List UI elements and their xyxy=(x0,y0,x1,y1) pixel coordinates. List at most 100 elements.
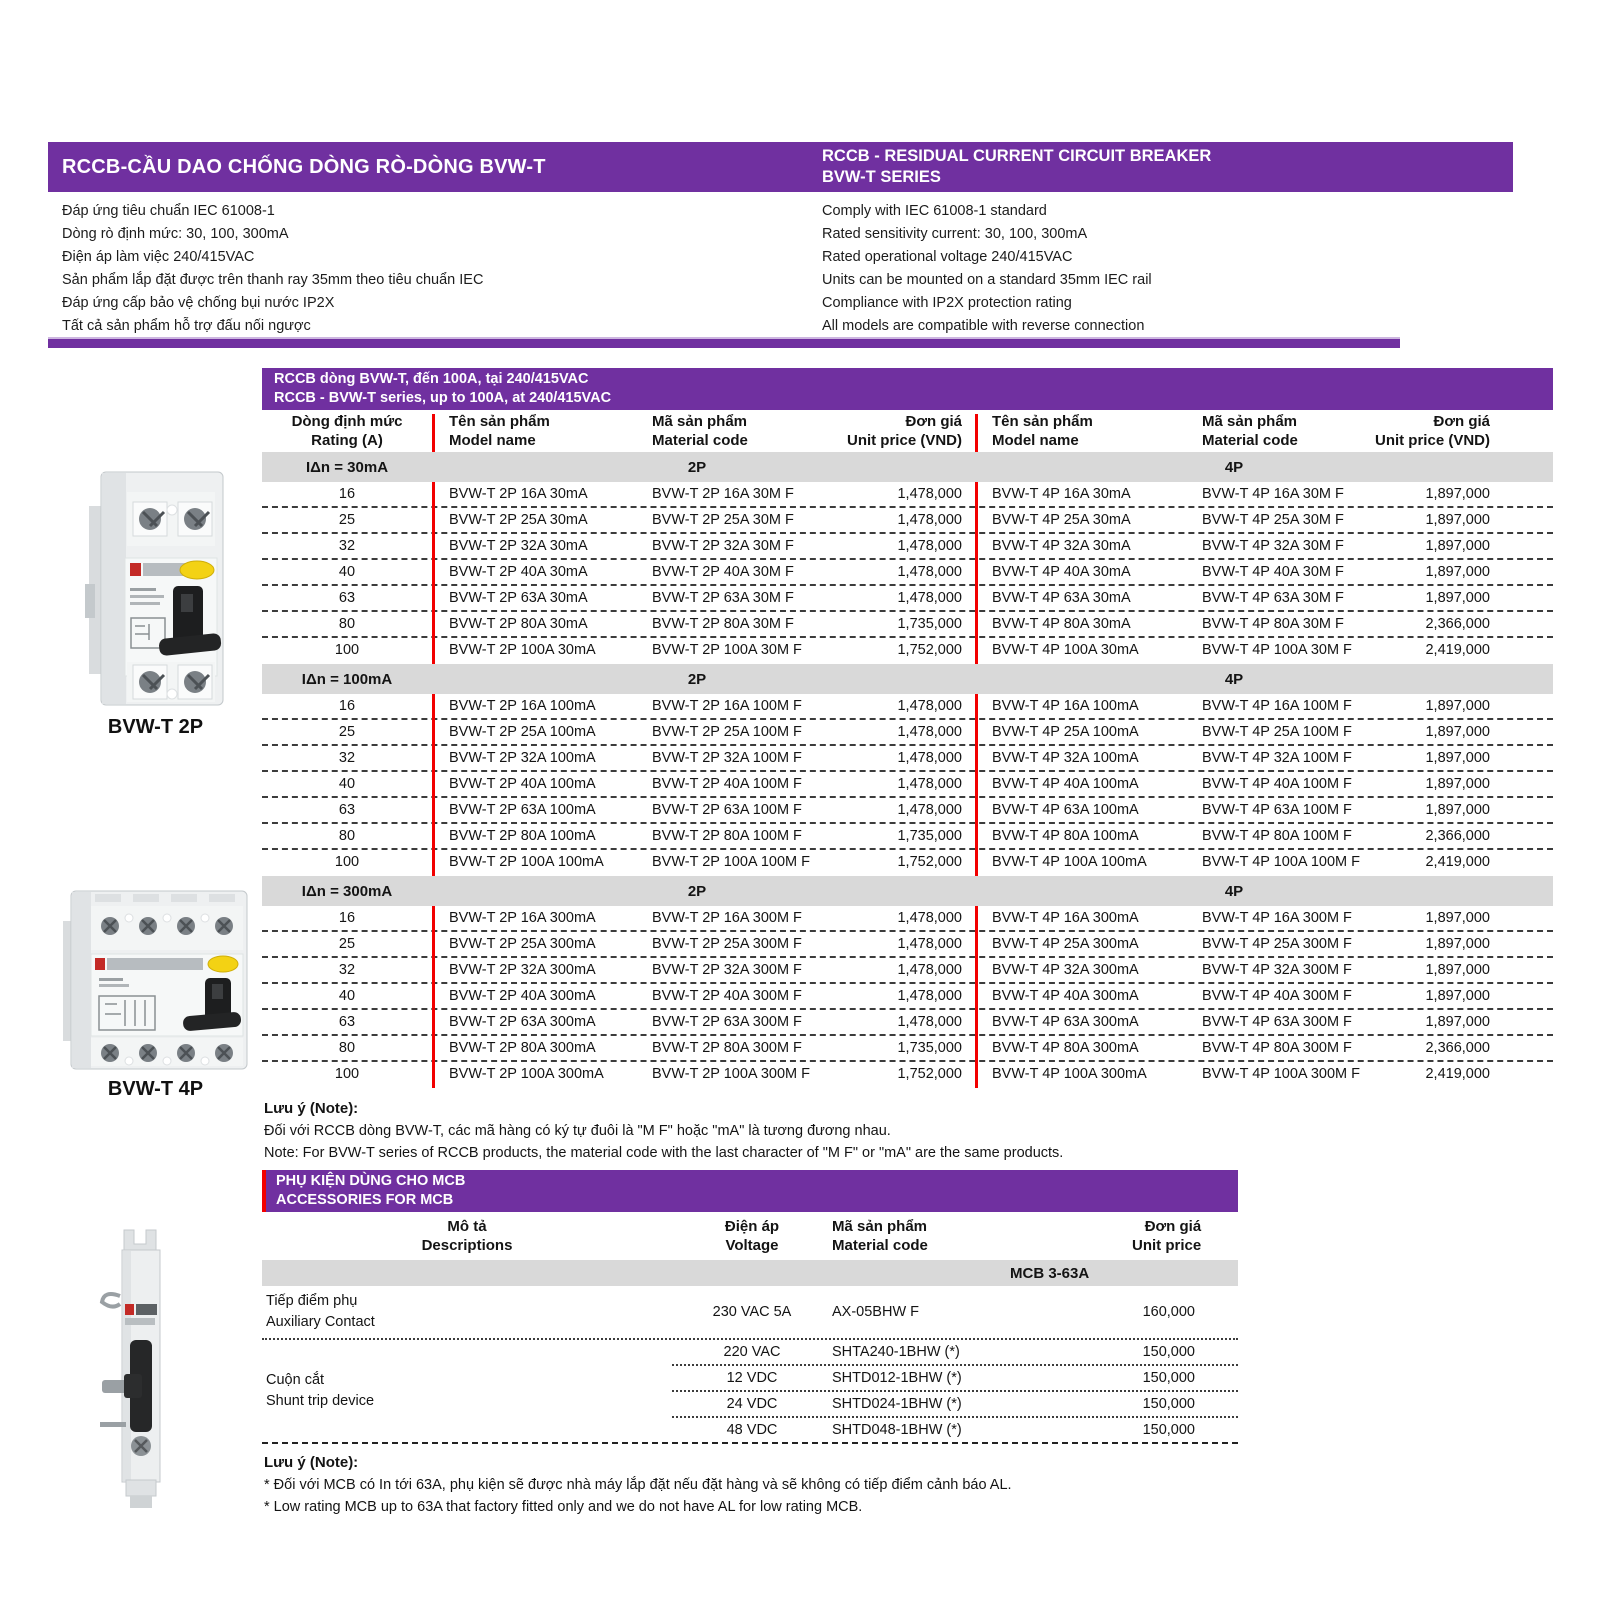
rows-block: 16 BVW-T 2P 16A 300mA BVW-T 2P 16A 300M … xyxy=(262,906,1553,1088)
col-header-material-code: Mã sản phẩm Material code xyxy=(832,1218,928,1254)
cell-model-4p: BVW-T 4P 100A 100mA xyxy=(992,854,1147,870)
cell-model-4p: BVW-T 4P 100A 300mA xyxy=(992,1066,1147,1082)
cell-code-2p: BVW-T 2P 32A 30M F xyxy=(652,538,794,554)
cell-material-code: AX-05BHW F xyxy=(832,1304,920,1320)
accessory-row: 48 VDC SHTD048-1BHW (*) 150,000 xyxy=(672,1416,1238,1442)
section-4p-label: 4P xyxy=(1224,458,1244,476)
feature-item: Đáp ứng tiêu chuẩn IEC 61008-1 xyxy=(62,203,275,219)
page-title-vi: RCCB-CẦU DAO CHỐNG DÒNG RÒ-DÒNG BVW-T xyxy=(62,155,546,178)
cell-price-2p: 1,752,000 xyxy=(897,1066,962,1082)
accessory-description: Tiếp điểm phụ Auxiliary Contact xyxy=(266,1293,375,1330)
cell-code-4p: BVW-T 4P 40A 300M F xyxy=(1202,988,1352,1004)
cell-model-4p: BVW-T 4P 100A 30mA xyxy=(992,642,1139,658)
feature-item: Compliance with IP2X protection rating xyxy=(822,295,1072,311)
cell-model-4p: BVW-T 4P 63A 30mA xyxy=(992,590,1131,606)
cell-model-4p: BVW-T 4P 32A 100mA xyxy=(992,750,1139,766)
cell-model-4p: BVW-T 4P 25A 100mA xyxy=(992,724,1139,740)
cell-price-2p: 1,478,000 xyxy=(897,988,962,1004)
note-line-en: Note: For BVW-T series of RCCB products,… xyxy=(264,1145,1064,1161)
product-image-bvw-t-4p xyxy=(55,886,255,1081)
cell-model-4p: BVW-T 4P 16A 100mA xyxy=(992,698,1139,714)
cell-model-2p: BVW-T 2P 16A 30mA xyxy=(449,486,588,502)
cell-code-4p: BVW-T 4P 80A 30M F xyxy=(1202,616,1344,632)
cell-model-2p: BVW-T 2P 100A 300mA xyxy=(449,1066,604,1082)
cell-material-code: SHTD048-1BHW (*) xyxy=(832,1422,962,1438)
accessory-row: 230 VAC 5A AX-05BHW F 160,000 xyxy=(672,1286,1238,1338)
cell-code-2p: BVW-T 2P 63A 30M F xyxy=(652,590,794,606)
cell-price-4p: 1,897,000 xyxy=(1425,910,1490,926)
feature-item: Tất cả sản phẩm hỗ trợ đấu nối ngược xyxy=(62,318,311,334)
table-row: 25 BVW-T 2P 25A 30mA BVW-T 2P 25A 30M F … xyxy=(262,508,1553,534)
cell-price-2p: 1,735,000 xyxy=(897,616,962,632)
table-row: 63 BVW-T 2P 63A 300mA BVW-T 2P 63A 300M … xyxy=(262,1010,1553,1036)
cell-price-2p: 1,478,000 xyxy=(897,802,962,818)
cell-model-4p: BVW-T 4P 80A 30mA xyxy=(992,616,1131,632)
cell-code-2p: BVW-T 2P 25A 30M F xyxy=(652,512,794,528)
cell-rating: 63 xyxy=(338,802,356,818)
red-divider xyxy=(975,694,978,876)
cell-model-2p: BVW-T 2P 100A 100mA xyxy=(449,854,604,870)
section-2p-label: 2P xyxy=(687,882,707,900)
cell-model-4p: BVW-T 4P 16A 300mA xyxy=(992,910,1139,926)
acc-table-body: Tiếp điểm phụ Auxiliary Contact 230 VAC … xyxy=(262,1286,1238,1444)
cell-model-2p: BVW-T 2P 63A 100mA xyxy=(449,802,596,818)
cell-price-2p: 1,478,000 xyxy=(897,564,962,580)
feature-item: Rated sensitivity current: 30, 100, 300m… xyxy=(822,226,1088,242)
col-header-rating: Dòng định mức Rating (A) xyxy=(291,413,403,449)
cell-material-code: SHTD024-1BHW (*) xyxy=(832,1396,962,1412)
cell-code-4p: BVW-T 4P 32A 30M F xyxy=(1202,538,1344,554)
accessory-description: Cuộn cắt Shunt trip device xyxy=(266,1372,375,1409)
accessory-row: 220 VAC SHTA240-1BHW (*) 150,000 xyxy=(672,1340,1238,1364)
cell-price-4p: 2,419,000 xyxy=(1425,642,1490,658)
cell-price-2p: 1,735,000 xyxy=(897,1040,962,1056)
col-header-price-4p: Đơn giá Unit price (VND) xyxy=(1374,413,1490,449)
table-row: 25 BVW-T 2P 25A 100mA BVW-T 2P 25A 100M … xyxy=(262,720,1553,746)
cell-code-4p: BVW-T 4P 80A 300M F xyxy=(1202,1040,1352,1056)
cell-rating: 25 xyxy=(338,724,356,740)
cell-code-4p: BVW-T 4P 32A 300M F xyxy=(1202,962,1352,978)
cell-code-4p: BVW-T 4P 80A 100M F xyxy=(1202,828,1352,844)
table-row: 100 BVW-T 2P 100A 300mA BVW-T 2P 100A 30… xyxy=(262,1062,1553,1088)
cell-price-4p: 2,366,000 xyxy=(1425,616,1490,632)
cell-price-2p: 1,478,000 xyxy=(897,512,962,528)
section-4p-label: 4P xyxy=(1224,882,1244,900)
red-divider xyxy=(975,414,978,452)
feature-item: Sản phẩm lắp đặt được trên thanh ray 35m… xyxy=(62,272,484,288)
feature-item: Units can be mounted on a standard 35mm … xyxy=(822,272,1152,288)
cell-price-2p: 1,478,000 xyxy=(897,698,962,714)
table-section-row: IΔn = 100mA 2P 4P xyxy=(262,664,1553,694)
accessories-header-row: Mô tả Descriptions Điện áp Voltage Mã sả… xyxy=(262,1212,1238,1260)
cell-rating: 25 xyxy=(338,512,356,528)
table-row: 100 BVW-T 2P 100A 30mA BVW-T 2P 100A 30M… xyxy=(262,638,1553,664)
page-title-en-line1: RCCB - RESIDUAL CURRENT CIRCUIT BREAKER xyxy=(822,147,1212,165)
cell-model-4p: BVW-T 4P 63A 100mA xyxy=(992,802,1139,818)
cell-unit-price: 150,000 xyxy=(1142,1422,1195,1438)
cell-price-2p: 1,478,000 xyxy=(897,750,962,766)
section-2p-label: 2P xyxy=(687,670,707,688)
cell-code-2p: BVW-T 2P 32A 100M F xyxy=(652,750,802,766)
rccb-table-header-row: Dòng định mức Rating (A) Tên sản phẩm Mo… xyxy=(262,410,1553,452)
note-title: Lưu ý (Note): xyxy=(264,1454,359,1471)
table-row: 80 BVW-T 2P 80A 30mA BVW-T 2P 80A 30M F … xyxy=(262,612,1553,638)
rccb-table-title: RCCB dòng BVW-T, đến 100A, tại 240/415VA… xyxy=(262,368,1553,410)
cell-code-2p: BVW-T 2P 63A 300M F xyxy=(652,1014,802,1030)
cell-rating: 32 xyxy=(338,538,356,554)
feature-item: Đáp ứng cấp bảo vệ chống bụi nước IP2X xyxy=(62,295,335,311)
cell-price-2p: 1,478,000 xyxy=(897,724,962,740)
cell-code-2p: BVW-T 2P 80A 100M F xyxy=(652,828,802,844)
cell-price-4p: 2,419,000 xyxy=(1425,1066,1490,1082)
cell-model-2p: BVW-T 2P 25A 300mA xyxy=(449,936,596,952)
cell-model-2p: BVW-T 2P 40A 300mA xyxy=(449,988,596,1004)
cell-code-2p: BVW-T 2P 63A 100M F xyxy=(652,802,802,818)
cell-price-2p: 1,478,000 xyxy=(897,776,962,792)
feature-list-vi: Đáp ứng tiêu chuẩn IEC 61008-1 Dòng rò đ… xyxy=(62,200,762,338)
cell-material-code: SHTD012-1BHW (*) xyxy=(832,1370,962,1386)
cell-code-4p: BVW-T 4P 63A 30M F xyxy=(1202,590,1344,606)
note-line-vi: * Đối với MCB có In tới 63A, phụ kiện sẽ… xyxy=(264,1477,1012,1493)
cell-model-4p: BVW-T 4P 16A 30mA xyxy=(992,486,1131,502)
cell-price-4p: 1,897,000 xyxy=(1425,512,1490,528)
cell-rating: 40 xyxy=(338,988,356,1004)
product-label-bvw-t-2p: BVW-T 2P xyxy=(107,716,204,738)
product-label-bvw-t-4p: BVW-T 4P xyxy=(107,1078,204,1100)
red-divider xyxy=(432,414,435,452)
